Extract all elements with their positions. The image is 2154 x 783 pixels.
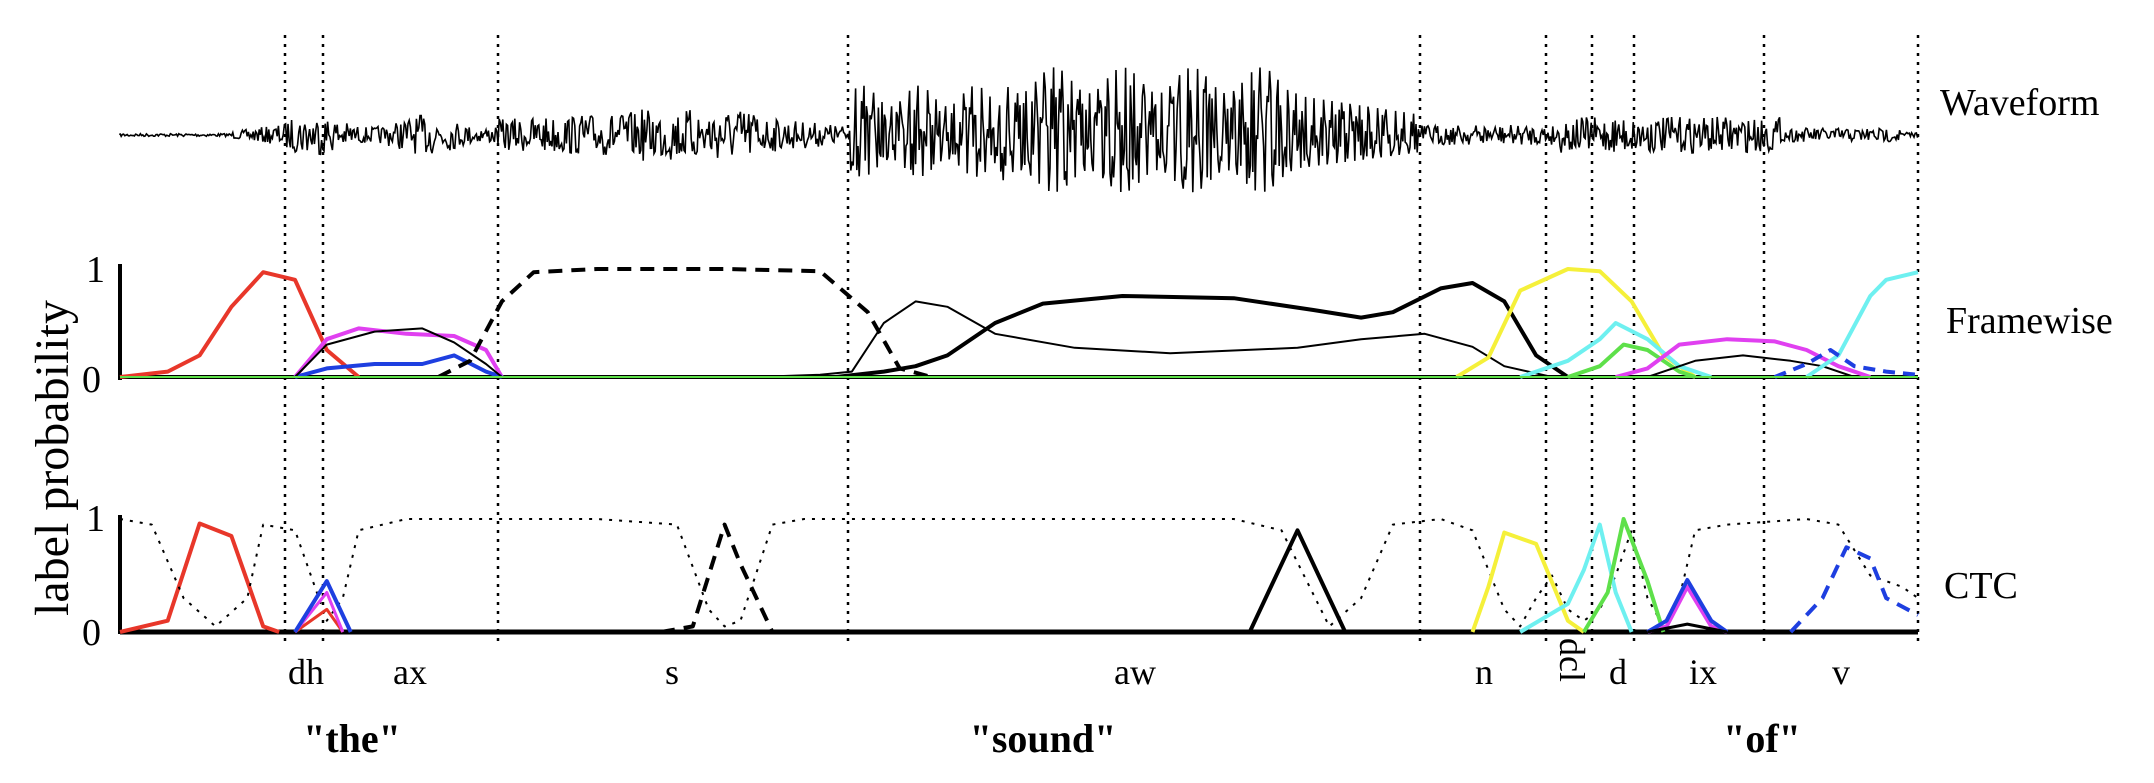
word-label-the: "the" [303, 716, 401, 761]
ctc-tick-1: 1 [86, 498, 105, 540]
fw-curve-cyan-v [1805, 270, 1919, 379]
ctc-curve-yellow [1470, 530, 1586, 634]
phone-label-aw: aw [1114, 652, 1156, 692]
ctc-curve-blank [119, 518, 1919, 628]
fw-curve-magenta-ix [1615, 337, 1871, 379]
framewise-panel: 1 0 [82, 249, 1919, 401]
ctc-curve-red-dh [294, 607, 345, 634]
fw-curve-black-aw [835, 281, 1570, 379]
fw-curve-blue [294, 353, 503, 379]
y-axis-label: label probability [26, 300, 79, 616]
phone-label-d: d [1609, 652, 1627, 692]
ctc-curve-cyan [1519, 522, 1634, 634]
framewise-tick-1: 1 [86, 249, 105, 291]
ctc-curve-dashed-s [660, 522, 775, 634]
ctc-curve-blue-dh [293, 579, 353, 634]
waveform [119, 67, 1919, 193]
ctc-curves [119, 517, 1919, 634]
ctc-curve-blue-d [1646, 578, 1729, 634]
framewise-curves [119, 267, 1919, 379]
ctc-panel: 1 0 [82, 498, 1919, 654]
ctc-tick-0: 0 [82, 612, 101, 654]
framewise-tick-0: 0 [82, 359, 101, 401]
ctc-label: CTC [1944, 565, 2018, 607]
phone-label-ax: ax [393, 652, 427, 692]
phone-label-dh: dh [288, 652, 324, 692]
framewise-label: Framewise [1946, 300, 2113, 342]
fw-curve-red [119, 270, 360, 379]
waveform-trace [119, 67, 1919, 193]
phone-label-v: v [1832, 652, 1850, 692]
ctc-curve-black-d [1647, 622, 1728, 634]
word-label-of: "of" [1723, 716, 1801, 761]
fw-curve-dashblue [1774, 348, 1919, 379]
phone-label-ix: ix [1689, 652, 1717, 692]
word-label-sound: "sound" [970, 716, 1117, 761]
segment-boundaries [283, 35, 1920, 645]
ctc-curve-black-aw [1247, 528, 1348, 633]
fw-curve-black-ix [1647, 354, 1855, 378]
waveform-label: Waveform [1940, 82, 2099, 124]
fw-curve-dashed-s [437, 267, 933, 379]
fw-curve-black-thin [120, 300, 1553, 378]
ctc-curve-green [1582, 517, 1666, 634]
ctc-curve-dashblue [1789, 545, 1919, 634]
phone-label-n: n [1475, 652, 1493, 692]
ctc-curve-magenta-dh [293, 591, 345, 633]
phone-label-dcl: dcl [1552, 638, 1592, 682]
fw-curve-magenta [293, 326, 504, 379]
fw-curve-black-ax [294, 327, 503, 378]
phone-label-s: s [665, 652, 679, 692]
ctc-curve-red [119, 521, 280, 634]
fw-curve-green [1567, 342, 1696, 379]
